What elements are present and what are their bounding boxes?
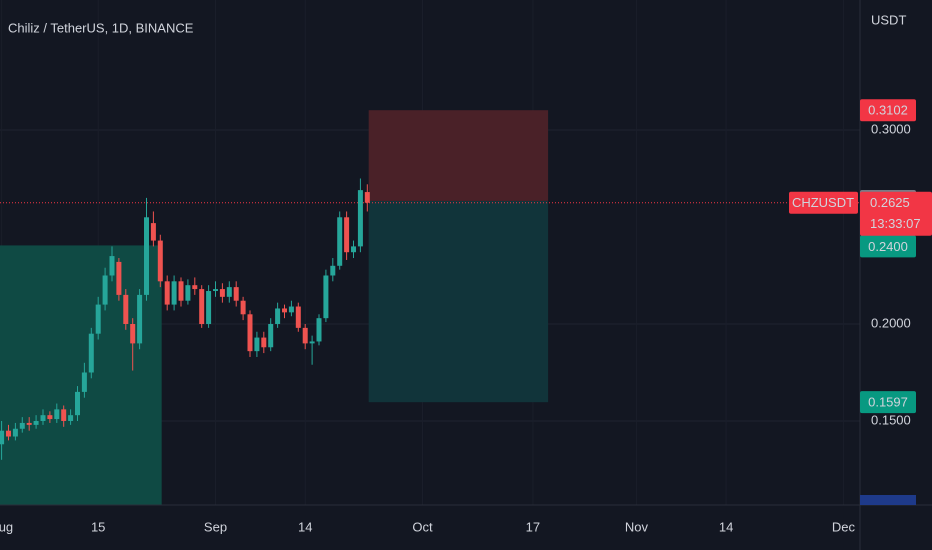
candle-body <box>178 281 184 301</box>
candle-body <box>330 265 336 276</box>
price-label-box <box>860 235 916 258</box>
candle-body <box>12 428 18 437</box>
candle-body <box>33 420 39 425</box>
candle-body <box>150 223 156 241</box>
candle-body <box>143 217 149 295</box>
last-price-box <box>860 191 932 236</box>
position-boxes <box>0 110 860 505</box>
position-box <box>0 245 162 505</box>
candle-body <box>233 287 239 301</box>
price-label-box <box>860 99 916 122</box>
candle-body <box>116 261 122 295</box>
x-tick-label: 17 <box>526 519 540 534</box>
candle-body <box>316 318 322 342</box>
candle-body <box>164 281 170 305</box>
x-tick-label: 14 <box>719 519 733 534</box>
y-tick-label: 0.2000 <box>871 315 911 330</box>
candle-body <box>226 287 232 297</box>
axis-unit: USDT <box>871 12 906 27</box>
axis-marker <box>860 495 916 505</box>
candle-body <box>219 289 225 297</box>
x-tick-label: Nov <box>625 519 649 534</box>
candle-body <box>102 275 108 305</box>
candle-body <box>199 289 205 324</box>
candle-body <box>157 240 163 282</box>
candle-body <box>40 415 46 421</box>
candles <box>0 178 370 460</box>
candle-body <box>213 289 219 292</box>
candle-body <box>88 333 94 373</box>
price-label: 0.1597 <box>868 395 908 410</box>
x-tick-label: Dec <box>832 519 856 534</box>
candle-body <box>130 323 136 344</box>
candle-body <box>351 246 357 253</box>
price-label-box <box>860 391 916 414</box>
candle-body <box>81 372 87 392</box>
candle-body <box>206 291 212 324</box>
candle-body <box>19 422 25 429</box>
candle-body <box>282 308 288 313</box>
candle-body <box>109 256 115 276</box>
candle-body <box>5 430 11 437</box>
candle-body <box>54 409 60 420</box>
position-box <box>368 110 549 201</box>
candle-body <box>295 306 301 328</box>
candle-body <box>323 275 329 319</box>
candle-body <box>288 306 294 313</box>
candle-body <box>0 430 5 445</box>
candle-body <box>61 409 67 421</box>
candle-body <box>137 294 143 344</box>
candle-body <box>192 285 198 290</box>
candle-body <box>74 391 80 416</box>
candle-body <box>185 285 191 301</box>
candle-body <box>68 415 74 421</box>
candle-body <box>309 341 315 344</box>
symbol-box <box>789 191 858 214</box>
y-tick-label: 0.3000 <box>871 121 911 136</box>
chart-title: Chiliz / TetherUS, 1D, BINANCE <box>8 20 194 35</box>
candle-body <box>26 422 32 425</box>
symbol-label: CHZUSDT <box>792 195 854 210</box>
x-tick-label: Oct <box>412 519 433 534</box>
candle-body <box>344 217 350 253</box>
candle-body <box>275 308 281 324</box>
candle-body <box>47 415 53 420</box>
position-box <box>368 200 549 403</box>
price-label: 0.3102 <box>868 103 908 118</box>
countdown-label: 13:33:07 <box>870 216 921 231</box>
candle-body <box>302 327 308 344</box>
price-labels: 0.31020.26340.24000.1597CHZUSDT0.262513:… <box>789 99 932 414</box>
price-label: 0.2400 <box>868 239 908 254</box>
candle-body <box>171 281 177 305</box>
candle-body <box>261 337 267 348</box>
candle-body <box>123 294 129 324</box>
candle-body <box>357 190 363 247</box>
candle-body <box>247 314 253 352</box>
candle-body <box>240 300 246 315</box>
x-tick-label: Aug <box>0 519 13 534</box>
candle-body <box>364 192 370 203</box>
candle-body <box>268 323 274 348</box>
last-price-label: 0.2625 <box>870 195 910 210</box>
candle-body <box>254 337 260 352</box>
candle-body <box>95 304 101 334</box>
y-tick-label: 0.1500 <box>871 412 911 427</box>
x-tick-label: 14 <box>298 519 312 534</box>
x-tick-label: Sep <box>204 519 227 534</box>
candle-body <box>337 217 343 266</box>
x-tick-label: 15 <box>91 519 105 534</box>
